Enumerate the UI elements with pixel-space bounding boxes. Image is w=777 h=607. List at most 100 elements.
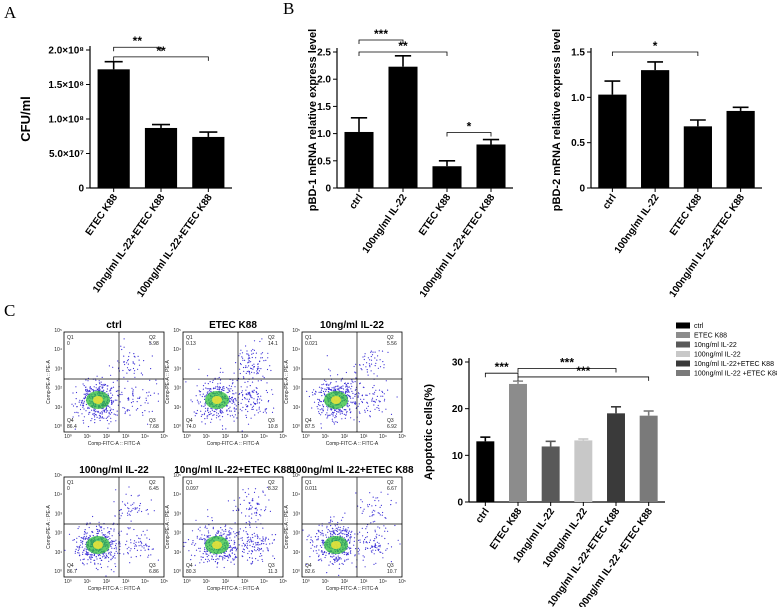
flow-x-label: Comp-FITC-A :: FITC-A bbox=[326, 441, 379, 447]
flow-event bbox=[251, 364, 253, 366]
flow-event bbox=[82, 562, 84, 565]
chart-a: 05.0×10⁷1.0×10⁸1.5×10⁸2.0×10⁸CFU/mlETEC … bbox=[18, 34, 232, 300]
quadrant-name: Q3 bbox=[387, 418, 394, 424]
flow-event bbox=[135, 541, 137, 543]
flow-event bbox=[76, 537, 78, 539]
flow-event bbox=[108, 423, 110, 425]
flow-event bbox=[325, 536, 328, 538]
flow-event bbox=[262, 490, 264, 492]
flow-event bbox=[135, 508, 137, 510]
flow-event bbox=[372, 509, 374, 511]
flow-event bbox=[129, 369, 131, 372]
flow-event bbox=[246, 398, 248, 400]
flow-plot-title: ctrl bbox=[106, 320, 122, 331]
flow-event bbox=[206, 388, 208, 390]
quadrant-name: Q3 bbox=[149, 563, 156, 569]
flow-event bbox=[327, 414, 329, 416]
flow-event bbox=[115, 550, 117, 553]
flow-event bbox=[358, 393, 360, 395]
flow-event bbox=[83, 537, 85, 539]
flow-event bbox=[109, 389, 111, 391]
flow-event bbox=[320, 389, 323, 391]
quadrant-name: Q4 bbox=[305, 563, 312, 569]
flow-event bbox=[187, 539, 190, 541]
flow-event bbox=[100, 559, 102, 562]
flow-event bbox=[156, 383, 158, 385]
flow-event bbox=[336, 534, 339, 536]
flow-event bbox=[201, 538, 203, 541]
flow-event bbox=[94, 419, 96, 421]
flow-event bbox=[243, 530, 245, 532]
flow-event bbox=[257, 396, 259, 398]
flow-event bbox=[225, 428, 227, 430]
flow-event bbox=[199, 526, 201, 528]
flow-event bbox=[128, 409, 130, 411]
flow-event bbox=[333, 555, 335, 557]
flow-event bbox=[344, 512, 346, 514]
flow-event bbox=[246, 546, 248, 548]
flow-event bbox=[377, 549, 379, 552]
flow-event bbox=[249, 392, 251, 394]
flow-event bbox=[85, 410, 87, 412]
flow-event bbox=[253, 401, 255, 403]
flow-event bbox=[244, 381, 246, 383]
flow-event bbox=[348, 546, 350, 549]
flow-event bbox=[220, 389, 223, 391]
flow-event bbox=[112, 409, 114, 411]
flow-event bbox=[341, 387, 343, 389]
flow-density-peak bbox=[93, 396, 103, 404]
flow-event bbox=[99, 415, 101, 417]
flow-event bbox=[104, 557, 106, 559]
flow-event bbox=[325, 389, 327, 391]
flow-event bbox=[234, 403, 236, 405]
flow-event bbox=[81, 402, 83, 404]
flow-event bbox=[336, 557, 338, 559]
flow-event bbox=[253, 398, 255, 400]
flow-event bbox=[207, 391, 209, 393]
flow-event bbox=[74, 428, 76, 430]
flow-event bbox=[139, 538, 141, 540]
flow-event bbox=[344, 409, 346, 411]
flow-event bbox=[249, 385, 251, 387]
flow-event bbox=[90, 554, 92, 556]
flow-event bbox=[77, 412, 79, 414]
flow-event bbox=[262, 538, 264, 540]
x-tick-label: ETEC K88 bbox=[668, 192, 705, 238]
flow-event bbox=[82, 383, 84, 385]
flow-event bbox=[217, 530, 219, 533]
flow-event bbox=[267, 401, 269, 403]
flow-event bbox=[333, 421, 335, 423]
flow-event bbox=[133, 355, 135, 357]
flow-event bbox=[141, 412, 144, 414]
significance-label: *** bbox=[374, 27, 388, 41]
x-tick-label: ctrl bbox=[474, 506, 492, 525]
flow-event bbox=[360, 398, 362, 400]
flow-event bbox=[218, 558, 220, 560]
flow-event bbox=[321, 560, 323, 562]
flow-event bbox=[338, 532, 340, 535]
flow-event bbox=[83, 533, 85, 535]
flow-event bbox=[153, 510, 155, 512]
flow-event bbox=[238, 544, 240, 546]
flow-event bbox=[82, 540, 84, 542]
flow-event bbox=[78, 415, 80, 417]
flow-event bbox=[346, 534, 348, 536]
bar bbox=[607, 413, 625, 502]
flow-event bbox=[368, 503, 371, 506]
flow-event bbox=[331, 556, 333, 558]
flow-y-tick: 10³ bbox=[174, 511, 182, 517]
flow-event bbox=[334, 386, 336, 388]
flow-event bbox=[264, 410, 266, 412]
flow-event bbox=[336, 528, 339, 530]
flow-event bbox=[114, 557, 116, 559]
flow-event bbox=[234, 542, 236, 544]
flow-event bbox=[76, 541, 78, 543]
flow-event bbox=[217, 416, 220, 418]
flow-event bbox=[328, 388, 330, 390]
flow-event bbox=[377, 548, 379, 551]
flow-event bbox=[123, 376, 125, 378]
flow-event bbox=[335, 527, 337, 529]
flow-event bbox=[104, 536, 106, 538]
flow-event bbox=[351, 379, 353, 381]
flow-event bbox=[308, 534, 310, 536]
